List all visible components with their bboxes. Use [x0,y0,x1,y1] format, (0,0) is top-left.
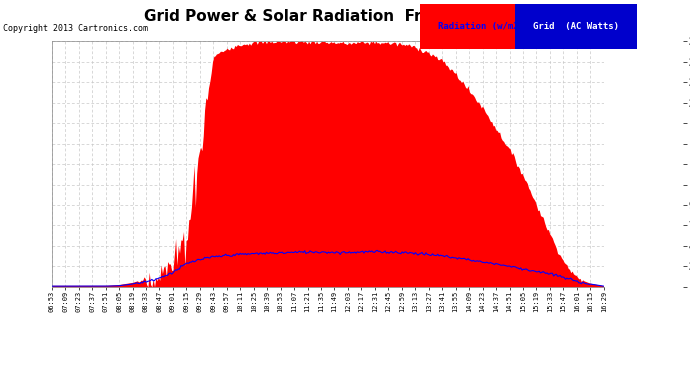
Text: Radiation (w/m2): Radiation (w/m2) [438,22,524,31]
Text: Copyright 2013 Cartronics.com: Copyright 2013 Cartronics.com [3,24,148,33]
Text: Grid  (AC Watts): Grid (AC Watts) [533,22,620,31]
Text: Grid Power & Solar Radiation  Fri Nov 15 16:31: Grid Power & Solar Radiation Fri Nov 15 … [144,9,546,24]
